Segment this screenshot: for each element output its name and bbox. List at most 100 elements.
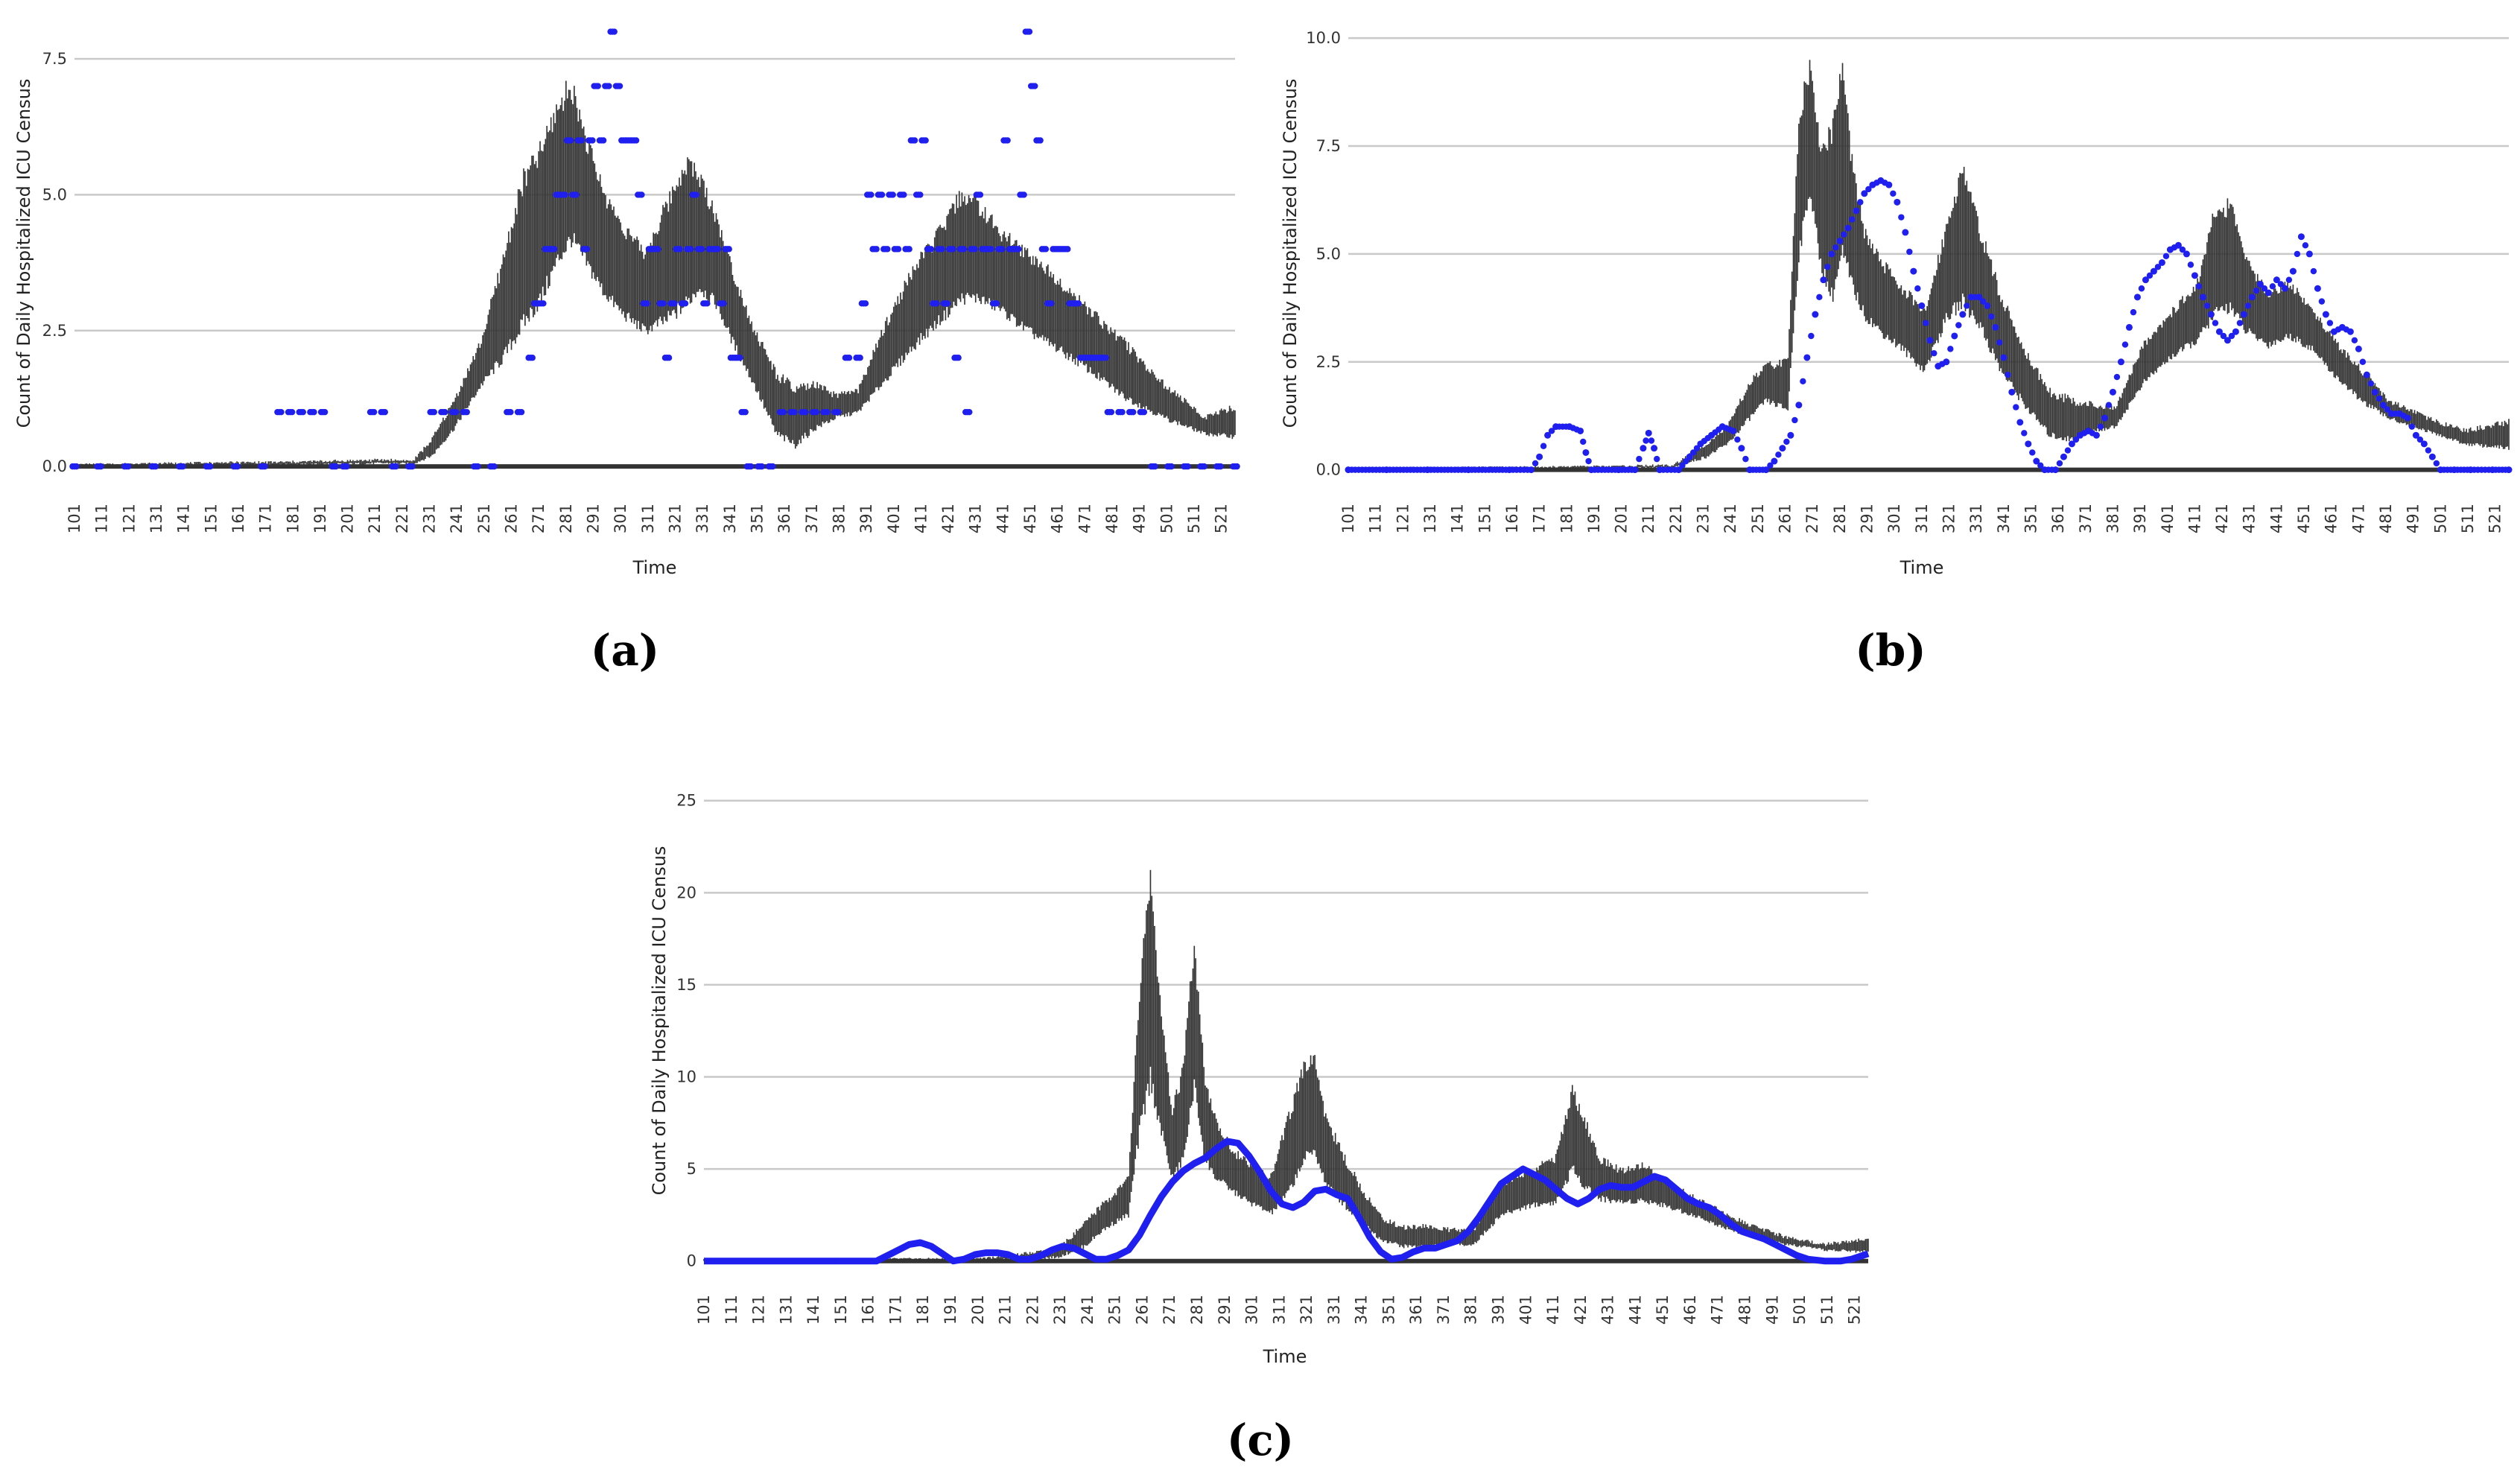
band-segment [1474,1230,1476,1243]
band-segment [2236,224,2238,313]
band-segment [1418,1226,1420,1246]
x-tick-label: 171 [1531,504,1549,533]
band-segment [1021,1253,1023,1258]
predicted-point [2289,267,2297,275]
band-segment [1805,82,1806,211]
observed-point [1234,463,1240,470]
x-tick-label: 241 [1079,1295,1096,1325]
x-tick-label: 481 [1103,504,1121,533]
band-segment [2361,373,2362,401]
band-segment [533,164,536,315]
band-segment [546,125,548,276]
band-segment [1654,1176,1655,1202]
band-segment [1095,311,1096,378]
band-segment [2133,364,2134,399]
observed-point [758,463,765,470]
band-segment [1835,1243,1838,1252]
band-segment [2266,290,2268,347]
x-tick-label: 371 [803,504,821,533]
band-segment [273,461,275,466]
x-tick-label: 131 [1421,504,1439,533]
band-segment [2212,213,2214,320]
band-segment [1277,1153,1279,1202]
band-segment [2100,405,2101,431]
band-segment [1760,1228,1762,1238]
band-segment [1987,256,1990,348]
observed-point [475,463,481,470]
band-segment [2356,365,2358,400]
band-segment [1662,1181,1664,1208]
band-segment [1841,1240,1843,1250]
band-segment [2158,325,2160,367]
band-segment [572,104,574,243]
band-segment [1806,84,1808,211]
band-segment [1061,287,1063,347]
band-segment [1118,336,1120,396]
band-segment [1091,317,1093,374]
band-segment [1304,1062,1307,1160]
band-segment [1497,1191,1499,1220]
band-segment [413,460,416,464]
band-segment [607,204,609,302]
band-segment [1040,261,1042,338]
band-segment [1146,370,1147,407]
band-segment [1887,264,1888,335]
band-segment [1381,1217,1383,1240]
band-segment [512,228,514,342]
predicted-point [2068,440,2075,448]
band-segment [1263,1176,1265,1210]
band-segment [1756,372,1757,410]
x-tick-label: 291 [1216,1295,1234,1325]
band-segment [1315,1069,1317,1157]
observed-point [824,408,831,416]
band-segment [1563,1124,1565,1185]
band-segment [2164,321,2165,364]
band-segment [647,252,649,334]
band-segment [340,461,342,463]
band-segment [912,266,914,347]
band-segment [1651,1169,1653,1203]
band-segment [1780,367,1782,404]
band-segment [1677,1189,1679,1209]
x-tick-label: 401 [885,504,903,533]
band-segment [1386,1223,1388,1244]
observed-point [1184,463,1191,470]
band-segment [1747,1223,1749,1235]
band-segment [729,256,731,334]
band-segment [1926,305,1928,364]
band-segment [1020,256,1022,326]
band-segment [1193,945,1196,1079]
band-segment [1077,1231,1079,1249]
band-segment [336,460,337,464]
band-segment [1228,1139,1230,1190]
band-segment [895,305,898,364]
band-segment [1832,1244,1834,1251]
band-segment [1174,390,1176,421]
band-segment [2131,373,2133,401]
band-segment [1225,1143,1227,1183]
predicted-point [1882,180,1888,186]
observed-point [632,137,640,144]
band-segment [348,461,350,464]
band-segment [232,462,234,465]
band-segment [1136,356,1137,405]
band-segment [822,390,824,422]
predicted-point [2150,267,2157,275]
predicted-point [1524,466,1531,473]
band-segment [1365,1198,1366,1229]
band-segment [890,314,892,376]
band-segment [1772,366,1774,402]
band-segment [1540,1164,1542,1205]
band-segment [640,244,642,332]
band-segment [566,98,568,241]
band-segment [670,203,672,316]
band-segment [2190,296,2191,349]
x-tick-label: 371 [1435,1295,1453,1325]
band-segment [1596,465,1598,468]
predicted-point [2228,332,2235,340]
band-segment [392,460,393,464]
band-segment [939,224,941,326]
band-segment [2320,317,2321,358]
band-segment [1859,203,1862,311]
band-segment [254,461,256,465]
